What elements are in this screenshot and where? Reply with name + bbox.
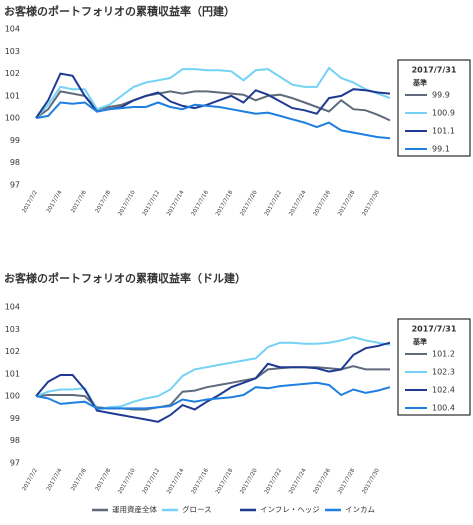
- series-line: [35, 381, 391, 410]
- series-line: [35, 66, 391, 119]
- x-tick-label: 2017/7/2: [21, 468, 39, 492]
- x-tick-label: 2017/7/22: [264, 468, 283, 495]
- x-tick-label: 2017/7/24: [288, 189, 308, 217]
- y-tick-label: 97: [10, 181, 20, 190]
- x-tick-label: 2017/7/14: [166, 189, 186, 217]
- y-tick-label: 98: [10, 436, 20, 445]
- legend-name: インフレ・ヘッジ: [260, 505, 320, 514]
- legend-label: 基準: [412, 78, 427, 87]
- x-tick-label: 2017/7/26: [313, 189, 333, 217]
- chart-title: お客様のポートフォリオの累積収益率（円建）: [4, 4, 235, 18]
- x-tick-label: 2017/7/30: [362, 189, 382, 217]
- y-tick-label: 102: [5, 69, 20, 78]
- legend-value: 100.9: [432, 109, 455, 118]
- legend-value: 99.9: [432, 91, 450, 100]
- y-tick-label: 101: [5, 369, 20, 378]
- x-tick-label: 2017/7/4: [46, 189, 64, 214]
- y-tick-label: 104: [5, 303, 20, 312]
- series-line: [35, 101, 391, 140]
- x-tick-label: 2017/7/16: [191, 467, 211, 495]
- x-tick-label: 2017/7/28: [337, 467, 357, 495]
- legend-name: 運用資産全体: [112, 504, 157, 514]
- x-tick-label: 2017/7/18: [215, 467, 235, 495]
- legend-name: インカム: [345, 505, 375, 514]
- y-tick-label: 99: [10, 136, 20, 145]
- x-tick-label: 2017/7/16: [191, 189, 211, 217]
- y-tick-label: 98: [10, 158, 20, 167]
- legend-date: 2017/7/31: [412, 325, 457, 334]
- legend-name: グロース: [182, 504, 212, 514]
- x-tick-label: 2017/7/6: [70, 189, 88, 214]
- x-tick-label: 2017/7/22: [264, 190, 283, 217]
- x-tick-label: 2017/7/6: [70, 467, 88, 492]
- x-tick-label: 2017/7/12: [142, 190, 161, 217]
- x-tick-label: 2017/7/2: [21, 190, 39, 214]
- legend-box: [397, 59, 471, 157]
- chart-title: お客様のポートフォリオの累積収益率（ドル建）: [4, 271, 246, 285]
- x-tick-label: 2017/7/18: [215, 189, 235, 217]
- x-tick-label: 2017/7/4: [46, 467, 64, 492]
- y-tick-label: 103: [5, 325, 20, 334]
- legend-value: 99.1: [432, 145, 450, 154]
- legend-date: 2017/7/31: [412, 66, 457, 75]
- x-tick-label: 2017/7/24: [288, 467, 308, 495]
- legend-value: 102.4: [432, 386, 455, 395]
- x-tick-label: 2017/7/20: [239, 189, 259, 217]
- legend-value: 101.1: [432, 127, 455, 136]
- y-tick-label: 100: [5, 114, 20, 123]
- x-tick-label: 2017/7/26: [313, 467, 333, 495]
- x-tick-label: 2017/7/10: [117, 189, 137, 217]
- y-tick-label: 102: [5, 347, 20, 356]
- y-tick-label: 97: [10, 459, 20, 468]
- x-tick-label: 2017/7/8: [95, 467, 113, 492]
- legend-label: 基準: [412, 337, 427, 346]
- x-tick-label: 2017/7/28: [337, 189, 357, 217]
- legend-value: 101.2: [432, 350, 455, 359]
- x-tick-label: 2017/7/8: [95, 189, 113, 214]
- y-tick-label: 104: [5, 25, 20, 34]
- x-tick-label: 2017/7/12: [142, 468, 161, 495]
- x-tick-label: 2017/7/30: [362, 467, 382, 495]
- x-tick-label: 2017/7/10: [117, 467, 137, 495]
- y-tick-label: 103: [5, 47, 20, 56]
- y-tick-label: 99: [10, 414, 20, 423]
- x-tick-label: 2017/7/14: [166, 467, 186, 495]
- x-tick-label: 2017/7/20: [239, 467, 259, 495]
- series-line: [35, 341, 391, 423]
- legend-value: 102.3: [432, 368, 455, 377]
- legend-box: [397, 318, 471, 416]
- legend-value: 100.4: [432, 404, 455, 413]
- y-tick-label: 101: [5, 91, 20, 100]
- y-tick-label: 100: [5, 392, 20, 401]
